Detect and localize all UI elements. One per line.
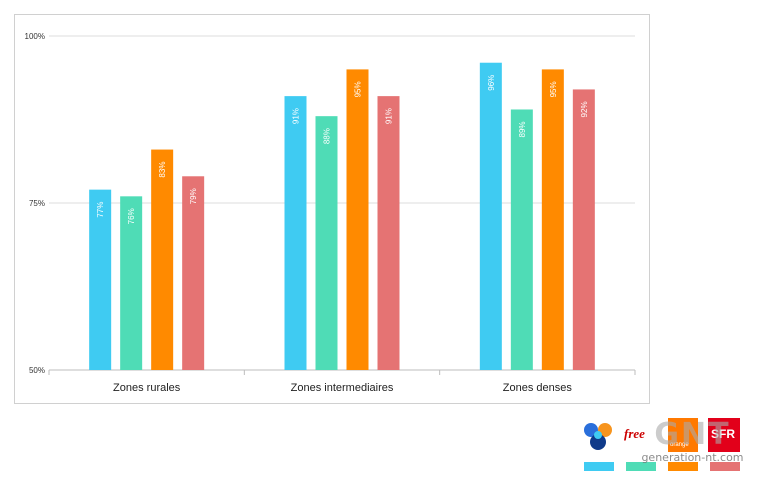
bouygues-logo-icon [584, 423, 612, 450]
watermark-logo: GNT [654, 417, 731, 452]
free-logo: free [624, 426, 645, 441]
chart-frame: 100% 75% 50% 77% 76% 83% 79% Zones rurales 91% 88… [14, 14, 650, 404]
y-tick-label: 75% [29, 199, 45, 208]
bar [284, 96, 307, 371]
y-tick-label: 100% [25, 32, 45, 41]
y-tick-label: 50% [29, 366, 45, 375]
bar [182, 176, 205, 370]
operator-logo-legend: free orange SFR [578, 418, 748, 476]
bar-data-label: 76% [127, 208, 136, 224]
legend-swatch-bouygues [584, 462, 614, 471]
bar-data-label: 77% [96, 202, 105, 218]
bar-chart: 100% 75% 50% 77% 76% 83% 79% Zones rurales 91% 88… [25, 32, 636, 394]
bar [151, 149, 174, 370]
bar [541, 69, 564, 371]
x-category-label: Zones intermediaires [291, 382, 394, 394]
bar-data-label: 89% [518, 121, 527, 137]
orange-logo-label: orange [670, 442, 689, 448]
sfr-logo-icon [708, 418, 740, 452]
watermark-site: generation-nt.com [641, 451, 744, 464]
watermark: GNT generation-nt.com [630, 418, 755, 464]
bar [315, 116, 338, 370]
legend-swatch-sfr [710, 462, 740, 471]
bar-data-label: 96% [487, 75, 496, 91]
bar-data-label: 79% [189, 188, 198, 204]
bar [479, 62, 502, 370]
bar [510, 109, 533, 370]
sfr-logo-label: SFR [711, 427, 735, 441]
bar-data-label: 92% [580, 101, 589, 117]
x-category-label: Zones denses [503, 382, 573, 394]
bar-data-label: 95% [354, 81, 363, 97]
orange-logo-icon [668, 418, 698, 452]
bar-data-label: 88% [323, 128, 332, 144]
bar [120, 196, 143, 370]
bar-data-label: 91% [385, 108, 394, 124]
bar [572, 89, 595, 370]
bar-data-label: 95% [549, 81, 558, 97]
bar-data-label: 83% [158, 162, 167, 178]
bar [377, 96, 400, 371]
legend-swatch-free [626, 462, 656, 471]
x-category-label: Zones rurales [113, 382, 181, 394]
bar [89, 189, 112, 370]
bar [346, 69, 369, 371]
bar-data-label: 91% [292, 108, 301, 124]
legend-swatch-orange [668, 462, 698, 471]
